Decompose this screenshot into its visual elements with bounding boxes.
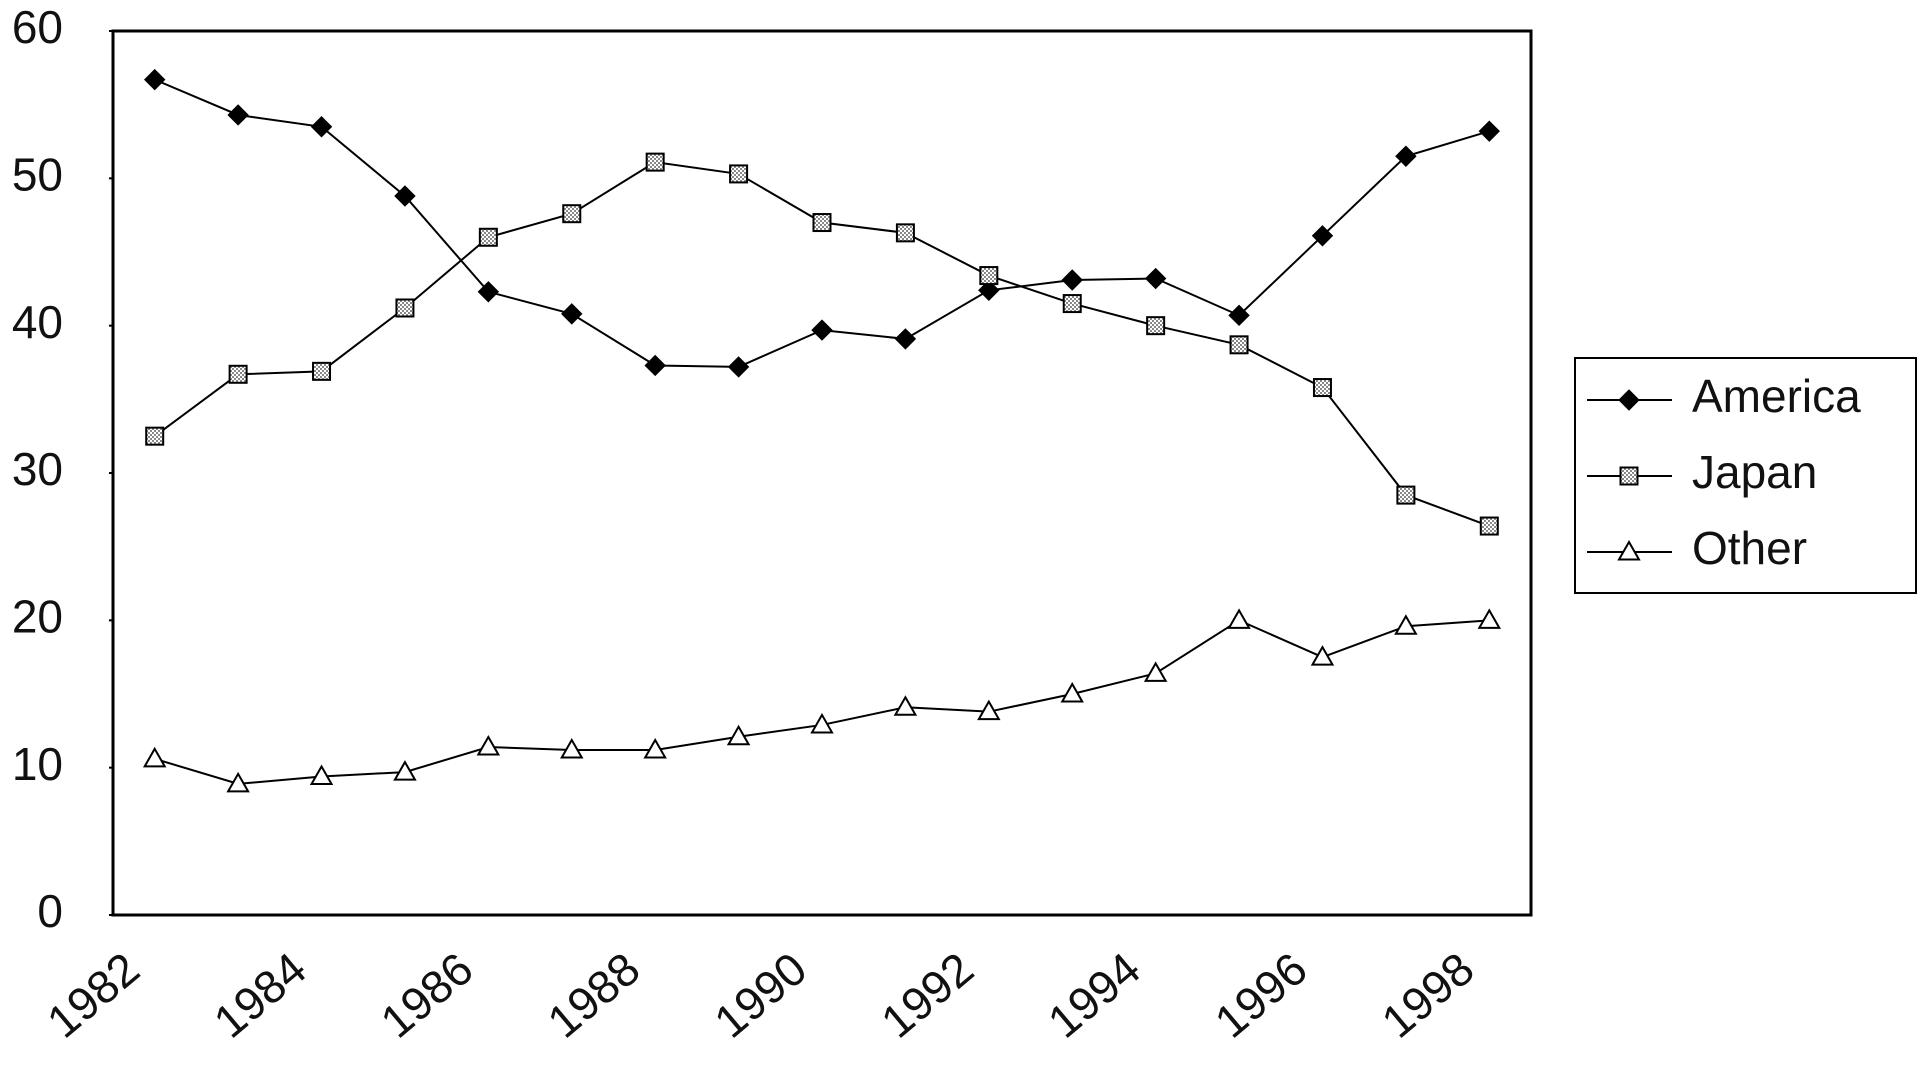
x-tick-label: 1994: [1038, 942, 1150, 1048]
legend-marker: [1618, 389, 1640, 411]
marker: [476, 735, 501, 756]
marker: [729, 164, 749, 184]
x-tick-label: 1986: [371, 942, 483, 1048]
y-tick-label: 20: [12, 590, 63, 642]
marker: [143, 68, 166, 91]
x-tick-label: 1990: [704, 942, 816, 1048]
marker: [1396, 485, 1416, 505]
x-tick-label: 1982: [37, 942, 149, 1048]
y-tick-label: 30: [12, 443, 63, 495]
y-tick-label: 10: [12, 738, 63, 790]
x-tick-label: 1984: [204, 942, 316, 1048]
marker: [1229, 335, 1249, 355]
marker: [394, 185, 416, 207]
y-tick-label: 60: [12, 1, 63, 53]
legend-label: Japan: [1692, 446, 1817, 498]
marker: [1311, 225, 1334, 247]
marker: [1228, 304, 1250, 327]
y-tick-label: 50: [12, 148, 63, 200]
marker: [1060, 681, 1084, 703]
marker: [893, 695, 918, 716]
marker: [1143, 661, 1168, 682]
marker: [145, 426, 165, 446]
marker: [726, 724, 751, 746]
marker: [228, 364, 248, 384]
marker: [1062, 294, 1082, 314]
marker: [645, 152, 665, 172]
x-tick-label: 1996: [1205, 942, 1317, 1048]
series-line: [154, 619, 1490, 785]
marker: [477, 281, 500, 303]
marker: [310, 116, 333, 138]
marker: [978, 279, 1000, 302]
marker: [312, 361, 332, 381]
marker: [142, 746, 167, 768]
marker: [560, 737, 584, 759]
marker: [1144, 267, 1167, 290]
legend-marker: [1617, 539, 1641, 561]
marker: [1146, 316, 1166, 336]
marker: [227, 104, 249, 126]
marker: [643, 737, 667, 759]
marker: [1312, 378, 1332, 398]
marker: [1395, 145, 1417, 167]
marker: [561, 303, 583, 325]
x-tick-label: 1998: [1372, 942, 1484, 1048]
x-tick-label: 1988: [538, 942, 650, 1048]
marker: [395, 298, 415, 318]
marker: [1478, 120, 1500, 142]
marker: [644, 354, 666, 377]
legend-marker: [1619, 466, 1639, 486]
marker: [1479, 516, 1499, 536]
marker: [977, 699, 1001, 721]
x-tick-label: 1992: [871, 942, 983, 1048]
marker: [309, 764, 334, 786]
marker: [1227, 608, 1251, 629]
marker: [1061, 269, 1083, 291]
marker: [1477, 608, 1502, 629]
marker: [478, 227, 498, 247]
y-tick-label: 40: [12, 296, 63, 348]
y-tick-label: 0: [37, 885, 63, 937]
marker: [895, 223, 915, 243]
marker: [226, 771, 250, 793]
marker: [810, 712, 834, 734]
marker: [1310, 645, 1335, 666]
legend-label: Other: [1692, 522, 1807, 574]
legend-label: America: [1692, 370, 1861, 422]
marker: [1394, 614, 1418, 635]
marker: [562, 204, 582, 224]
marker: [727, 356, 750, 378]
marker: [979, 266, 999, 286]
marker: [894, 328, 917, 350]
marker: [811, 319, 833, 341]
marker: [812, 213, 832, 233]
marker: [393, 760, 417, 781]
